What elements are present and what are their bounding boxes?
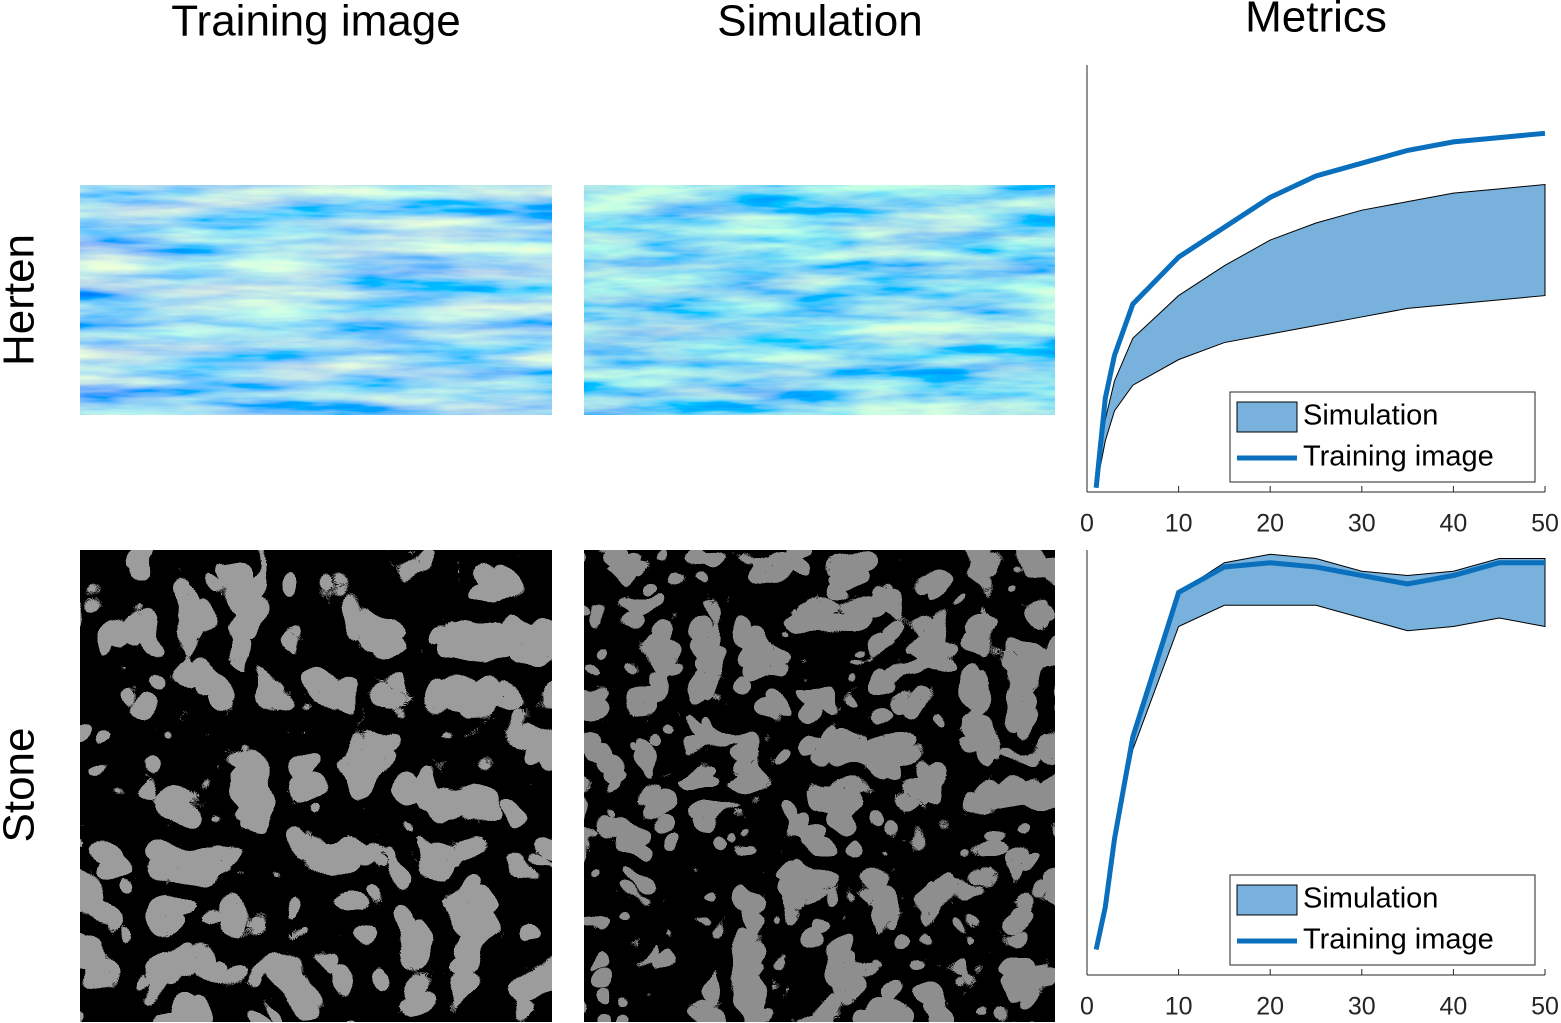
simulation-image	[584, 185, 1055, 415]
x-tick-label: 10	[1165, 510, 1193, 538]
training-image	[80, 550, 552, 1022]
legend-label: Training image	[1303, 441, 1494, 473]
column-header: Metrics	[1245, 0, 1387, 42]
x-tick-label: 30	[1348, 510, 1376, 538]
line	[1093, 130, 1546, 488]
x-tick-label: 0	[1080, 993, 1094, 1021]
x-tick-label: 40	[1439, 510, 1467, 538]
column-header: Simulation	[717, 0, 922, 46]
line	[1093, 560, 1545, 951]
x-tick-label: 50	[1531, 993, 1559, 1021]
simulation-image	[584, 550, 1055, 1022]
legend-label: Simulation	[1303, 400, 1438, 432]
x-tick-label: 10	[1165, 993, 1193, 1021]
x-tick-label: 20	[1256, 993, 1284, 1021]
x-tick-label: 50	[1531, 510, 1559, 538]
legend-label: Training image	[1303, 924, 1494, 956]
training-image	[80, 185, 552, 415]
column-header: Training image	[171, 0, 460, 46]
legend-label: Simulation	[1303, 883, 1438, 915]
row-label: Herten	[0, 234, 44, 366]
x-tick-label: 30	[1348, 993, 1376, 1021]
legend-swatch	[1236, 884, 1298, 916]
legend	[1229, 391, 1536, 483]
x-tick-label: 0	[1080, 510, 1094, 538]
x-tick-label: 20	[1256, 510, 1284, 538]
row-label: Stone	[0, 728, 44, 843]
band	[1095, 184, 1546, 488]
legend-swatch	[1236, 401, 1298, 433]
x-tick-label: 40	[1439, 993, 1467, 1021]
